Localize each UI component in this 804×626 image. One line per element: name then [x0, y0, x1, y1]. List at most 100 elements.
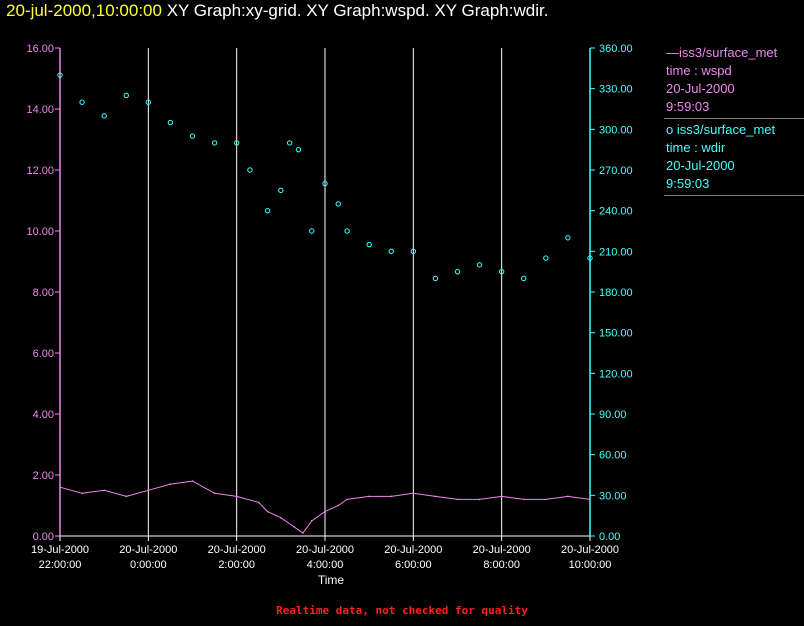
left-tick-label: 16.00	[26, 43, 54, 55]
right-tick-label: 180.00	[599, 287, 633, 299]
series-wspd-point	[324, 510, 326, 513]
legend-wdir-time: 9:59:03	[666, 176, 710, 191]
series-wspd-point	[302, 532, 304, 534]
legend-wdir-source: o iss3/surface_met	[666, 121, 804, 139]
x-tick-time: 4:00:00	[307, 559, 344, 571]
series-wspd-point	[125, 495, 128, 498]
x-tick-date: 19-Jul-2000	[31, 544, 89, 556]
legend-wdir-field: time : wdir	[666, 140, 726, 155]
series-wdir-point	[79, 99, 85, 105]
series-wspd-point	[280, 516, 282, 519]
series-wspd-point	[169, 483, 172, 485]
legend-wdir-date: 20-Jul-2000	[666, 158, 735, 173]
series-wdir-point	[278, 187, 284, 194]
series-wdir-point	[388, 248, 394, 255]
left-tick-label: 6.00	[33, 348, 54, 360]
series-wdir-point	[587, 255, 593, 261]
series-wdir-point	[498, 268, 505, 275]
x-tick-date: 20-Jul-2000	[561, 544, 619, 556]
legend-wspd-source-text: iss3/surface_met	[679, 45, 778, 60]
x-tick-date: 20-Jul-2000	[208, 544, 266, 556]
series-wspd-point	[266, 510, 269, 513]
series-wspd-point	[81, 492, 83, 495]
x-tick-time: 10:00:00	[569, 559, 612, 571]
right-tick-label: 60.00	[599, 450, 627, 462]
series-wdir-point	[366, 241, 372, 248]
legend-divider	[664, 118, 804, 119]
right-tick-label: 240.00	[599, 206, 633, 218]
x-axis-title: Time	[317, 573, 345, 587]
series-wspd-point	[567, 495, 569, 498]
series-wspd-point	[103, 489, 105, 492]
series-wspd-point	[337, 504, 340, 507]
legend-wdir[interactable]: o iss3/surface_met time : wdir 20-Jul-20…	[664, 121, 804, 193]
legend: —iss3/surface_met time : wspd 20-Jul-200…	[664, 44, 804, 198]
legend-wspd-date: 20-Jul-2000	[666, 81, 735, 96]
series-wspd-point	[412, 492, 415, 495]
left-tick-label: 14.00	[26, 104, 54, 116]
left-tick-label: 10.00	[26, 226, 54, 238]
series-wspd-point	[257, 501, 260, 504]
left-tick-label: 8.00	[33, 287, 54, 299]
series-wdir-point	[454, 268, 461, 275]
series-wdir-point	[565, 235, 571, 241]
legend-wdir-source-text: iss3/surface_met	[676, 122, 776, 137]
series-wspd-point	[522, 498, 525, 501]
series-wspd-point	[390, 495, 393, 498]
legend-wdir-symbol: o	[666, 122, 674, 137]
series-wspd-point	[147, 489, 150, 492]
series-wdir-point	[322, 180, 328, 187]
series-wspd-point	[310, 519, 313, 522]
series-wspd-point	[59, 486, 61, 489]
right-tick-label: 120.00	[599, 368, 633, 380]
series-wspd-point	[545, 498, 547, 501]
x-tick-time: 0:00:00	[130, 559, 167, 571]
left-tick-label: 2.00	[33, 470, 54, 482]
series-wdir-point	[123, 92, 129, 99]
series-wdir-point	[167, 119, 174, 126]
series-wspd-point	[500, 495, 503, 498]
series-wdir-point	[432, 275, 439, 282]
right-tick-label: 270.00	[599, 165, 633, 177]
series-wspd-point	[456, 498, 459, 501]
series-wspd-point	[293, 526, 295, 528]
series-wdir-point	[189, 133, 196, 139]
series-wdir-point	[295, 146, 302, 153]
series-wspd-point	[235, 495, 238, 498]
legend-wspd[interactable]: —iss3/surface_met time : wspd 20-Jul-200…	[664, 44, 804, 116]
x-tick-time: 8:00:00	[483, 559, 520, 571]
right-tick-label: 150.00	[599, 328, 633, 340]
series-wdir-point	[247, 167, 253, 173]
series-wspd-point	[478, 498, 481, 501]
header-bar: 20-jul-2000,10:00:00 XY Graph:xy-grid. X…	[6, 0, 548, 22]
series-wdir-point	[410, 248, 417, 255]
left-tick-label: 0.00	[33, 531, 54, 543]
quality-notice: Realtime data, not checked for quality	[276, 604, 528, 617]
series-wdir-point	[335, 201, 341, 207]
x-tick-date: 20-Jul-2000	[384, 544, 442, 556]
right-tick-label: 30.00	[599, 490, 627, 502]
left-tick-label: 12.00	[26, 165, 54, 177]
timestamp: 20-jul-2000,10:00:00	[6, 1, 162, 20]
series-wspd-point	[434, 495, 437, 498]
series-wdir-point	[344, 228, 350, 234]
legend-wspd-symbol: —	[666, 45, 679, 60]
series-wdir-point	[476, 262, 483, 268]
x-tick-time: 2:00:00	[218, 559, 255, 571]
series-wdir-point	[57, 72, 63, 78]
left-tick-label: 4.00	[33, 409, 54, 421]
right-tick-label: 90.00	[599, 409, 627, 421]
x-tick-time: 22:00:00	[39, 559, 82, 571]
series-wspd-point	[368, 495, 370, 498]
series-wspd-point	[589, 498, 591, 501]
graph-titles: XY Graph:xy-grid. XY Graph:wspd. XY Grap…	[166, 1, 549, 20]
series-wdir-point	[233, 140, 240, 146]
series-wdir-point	[101, 113, 107, 119]
x-tick-date: 20-Jul-2000	[473, 544, 531, 556]
series-wdir-point	[286, 140, 293, 146]
x-tick-date: 20-Jul-2000	[119, 544, 177, 556]
series-wdir-point	[211, 140, 218, 146]
series-wspd-point	[213, 492, 216, 495]
series-wdir-point	[543, 255, 549, 261]
